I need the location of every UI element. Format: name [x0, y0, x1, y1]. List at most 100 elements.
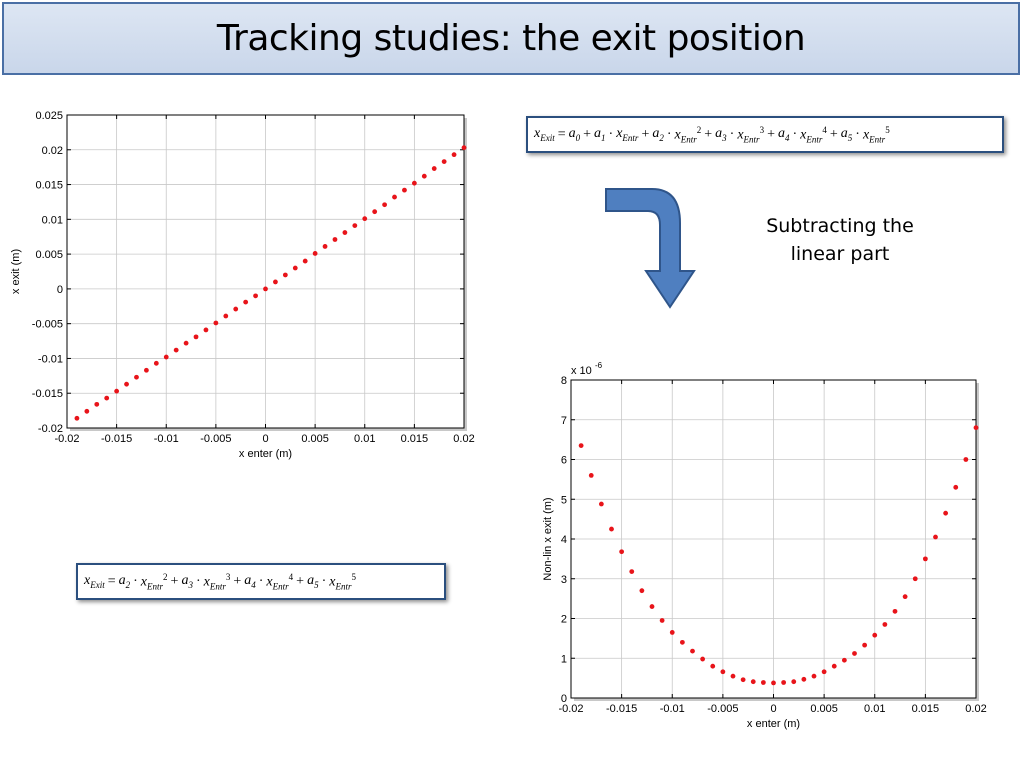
full-polynomial-equation: xExit = a0 + a1 · xEntr + a2 · xEntr2 + a3 · xEntr… — [526, 116, 1004, 153]
data-point — [750, 679, 756, 685]
data-point — [263, 286, 268, 292]
data-point — [720, 669, 726, 675]
data-point — [352, 223, 358, 228]
data-point — [872, 632, 878, 638]
y-tick-label: 0.025 — [35, 110, 63, 122]
y-axis-label: Non-lin x exit (m) — [542, 497, 554, 580]
data-point — [831, 663, 837, 669]
y-tick-label: 0 — [561, 693, 567, 705]
x-tick-label: 0.01 — [354, 433, 375, 445]
x-tick-label: 0 — [262, 433, 268, 445]
data-point — [233, 306, 239, 312]
x-tick-label: 0.005 — [301, 433, 329, 445]
y-tick-label: 0 — [57, 284, 63, 296]
data-point — [740, 677, 746, 683]
data-point — [74, 415, 80, 421]
data-point — [639, 588, 645, 594]
data-point — [382, 202, 387, 208]
x-tick-label: 0.01 — [864, 703, 885, 715]
x-tick-label: 0.015 — [912, 703, 940, 715]
data-point — [292, 265, 298, 271]
x-tick-label: 0 — [770, 703, 776, 715]
data-point — [84, 408, 90, 414]
data-point — [322, 244, 328, 249]
data-point — [124, 381, 129, 387]
data-point — [243, 299, 249, 305]
data-point — [609, 526, 614, 532]
data-point — [801, 676, 807, 682]
y-axis-label: x exit (m) — [10, 249, 22, 294]
data-point — [223, 313, 229, 319]
nonlinear-polynomial-equation: xExit = a2 · xEntr2 + a3 · xEntr3 + a4 · xEntr4 + … — [76, 563, 446, 600]
data-point — [679, 639, 685, 645]
data-point — [852, 651, 857, 656]
y-tick-label: 0.005 — [35, 249, 63, 261]
y-tick-label: 0.015 — [35, 180, 63, 192]
data-point — [619, 549, 625, 555]
data-point — [598, 501, 604, 507]
data-point — [203, 327, 209, 333]
data-point — [461, 145, 467, 151]
data-point — [163, 354, 169, 360]
curved-down-arrow-icon — [605, 188, 696, 309]
linear-exit-chart: -0.02 -0.015 -0.01 -0.005 0 0.005 0.01 0.015 0.0… — [10, 110, 475, 460]
data-point — [730, 673, 736, 679]
plot-frame — [570, 379, 977, 699]
data-point — [273, 279, 278, 285]
data-point — [963, 457, 969, 462]
x-tick-label: -0.005 — [200, 433, 231, 445]
data-point — [451, 152, 457, 158]
y-tick-label: -0.02 — [38, 423, 63, 435]
data-point — [411, 180, 417, 186]
data-point — [902, 594, 908, 600]
x-tick-label: -0.015 — [606, 703, 637, 715]
y-tick-label: 6 — [561, 455, 567, 467]
y-tick-label: -0.015 — [32, 388, 63, 400]
y-tick-label: 7 — [561, 415, 567, 427]
data-point — [973, 425, 979, 431]
data-point — [342, 230, 348, 235]
data-point — [690, 648, 695, 654]
y-tick-label: -0.005 — [32, 319, 63, 331]
x-tick-label: 0.015 — [401, 433, 429, 445]
y-tick-label: 2 — [561, 614, 567, 626]
data-point — [213, 320, 219, 326]
data-point — [841, 657, 847, 663]
data-point — [421, 173, 427, 179]
data-point — [629, 569, 635, 574]
data-point — [943, 510, 949, 516]
x-tick-label: 0.005 — [810, 703, 838, 715]
data-point — [402, 187, 407, 193]
y-tick-label: 0.01 — [42, 214, 63, 226]
data-point — [94, 401, 100, 407]
x-tick-label: -0.015 — [101, 433, 132, 445]
y-multiplier-exponent: -6 — [595, 361, 603, 370]
data-point — [710, 663, 716, 669]
y-tick-label: 0.02 — [42, 145, 63, 157]
data-point — [441, 159, 447, 165]
data-point — [134, 374, 139, 380]
data-point — [933, 534, 938, 540]
data-point — [649, 604, 655, 609]
plot-frame — [66, 114, 465, 429]
x-tick-label: -0.01 — [154, 433, 179, 445]
data-point — [821, 669, 827, 675]
x-tick-label: 0.02 — [453, 433, 474, 445]
data-point — [362, 216, 368, 222]
data-point — [912, 576, 918, 582]
data-point — [153, 360, 159, 366]
y-tick-label: 3 — [561, 574, 567, 586]
data-point — [760, 680, 766, 685]
data-point — [173, 347, 179, 353]
nonlinear-exit-chart: -0.02 -0.015 -0.01 -0.005 0 0.005 0.01 0.015 0.0… — [542, 361, 987, 730]
y-tick-label: 1 — [561, 653, 567, 665]
data-point — [922, 556, 928, 562]
data-point — [811, 673, 817, 679]
data-point — [104, 395, 110, 401]
data-point — [193, 334, 199, 340]
data-point — [659, 618, 665, 623]
data-point — [392, 194, 397, 200]
x-tick-label: 0.02 — [965, 703, 986, 715]
data-point — [144, 367, 149, 373]
slide-title: Tracking studies: the exit position — [216, 18, 806, 59]
